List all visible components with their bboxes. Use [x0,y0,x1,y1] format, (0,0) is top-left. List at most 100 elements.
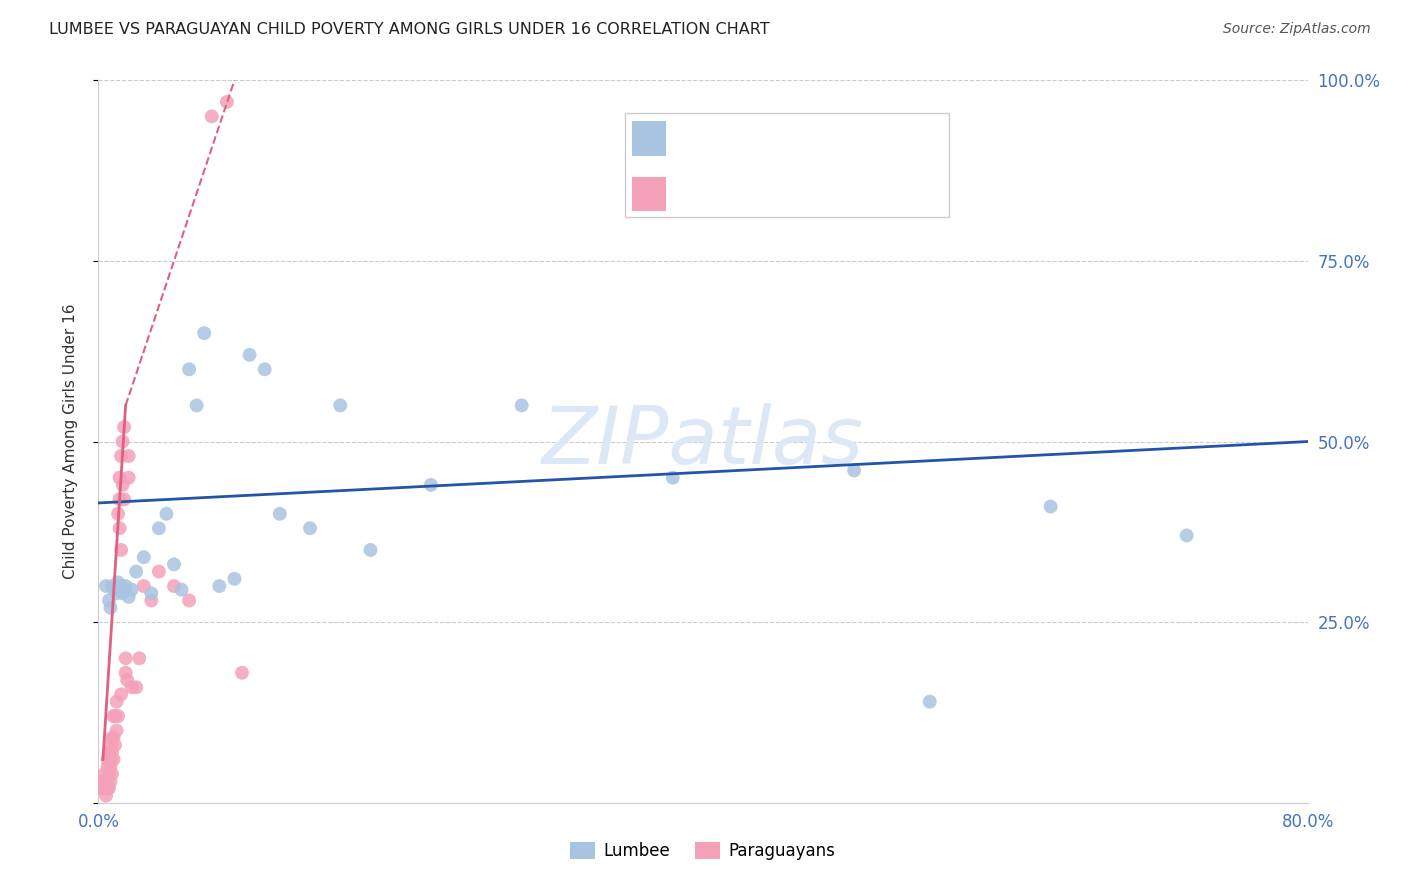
Point [1175,528,1198,542]
Point [112,420,135,434]
Point [299,521,322,535]
Point [98,767,121,781]
Point [100,752,122,766]
Text: N =: N = [828,185,868,203]
Point [231,665,253,680]
Point [269,507,291,521]
Point [121,680,143,694]
FancyBboxPatch shape [633,121,666,156]
Point [100,738,122,752]
Point [215,95,238,109]
Point [114,665,136,680]
Point [420,478,443,492]
Point [155,507,177,521]
Point [193,326,215,340]
Point [103,582,125,597]
Point [101,767,124,781]
Point [253,362,276,376]
Point [112,492,135,507]
Point [105,695,128,709]
Text: Source: ZipAtlas.com: Source: ZipAtlas.com [1223,22,1371,37]
Point [125,680,148,694]
Point [108,492,131,507]
Point [360,542,382,557]
Point [118,470,141,484]
Point [132,579,155,593]
Point [100,774,122,789]
Text: R =: R = [679,185,718,203]
Text: 54: 54 [889,185,914,203]
Point [105,723,128,738]
Point [107,507,129,521]
Point [179,362,201,376]
FancyBboxPatch shape [633,177,666,211]
Point [115,673,138,687]
Point [101,745,124,759]
Point [844,463,866,477]
Point [110,449,132,463]
Point [128,651,150,665]
Point [93,781,115,796]
Point [98,593,121,607]
Point [107,575,129,590]
Point [94,789,117,803]
Point [93,767,115,781]
Point [111,478,134,492]
Point [170,582,193,597]
Point [224,572,246,586]
FancyBboxPatch shape [626,112,949,218]
Point [108,470,131,484]
Point [163,579,186,593]
Point [110,687,132,701]
Point [103,709,125,723]
Point [98,745,121,759]
Text: 0.585: 0.585 [747,185,804,203]
Point [163,558,186,572]
Point [111,586,134,600]
Y-axis label: Child Poverty Among Girls Under 16: Child Poverty Among Girls Under 16 [63,304,77,579]
Point [96,760,118,774]
Point [1039,500,1062,514]
Text: R =: R = [679,129,718,147]
Point [103,752,125,766]
Point [239,348,262,362]
Point [186,398,208,412]
Point [918,695,941,709]
Point [510,398,533,412]
Point [114,579,136,593]
Point [104,709,127,723]
Point [90,781,112,796]
Point [96,781,118,796]
Point [94,774,117,789]
Point [125,565,148,579]
Text: ZIPatlas: ZIPatlas [541,402,865,481]
Point [114,651,136,665]
Point [118,590,141,604]
Legend: Lumbee, Paraguayans: Lumbee, Paraguayans [564,835,842,867]
Point [132,550,155,565]
Point [101,731,124,745]
Point [110,579,132,593]
Point [208,579,231,593]
Point [141,593,163,607]
Point [100,600,122,615]
Text: 0.121: 0.121 [747,129,804,147]
Point [91,774,114,789]
Point [100,760,122,774]
Point [111,434,134,449]
Point [201,110,224,124]
Point [101,579,124,593]
Text: 37: 37 [889,129,914,147]
Point [105,586,128,600]
Point [108,521,131,535]
Point [179,593,201,607]
Text: N =: N = [828,129,868,147]
Point [329,398,352,412]
Point [118,449,141,463]
Point [104,738,127,752]
Point [148,521,170,535]
Point [96,752,118,766]
Point [94,579,117,593]
Point [103,731,125,745]
Point [98,781,121,796]
